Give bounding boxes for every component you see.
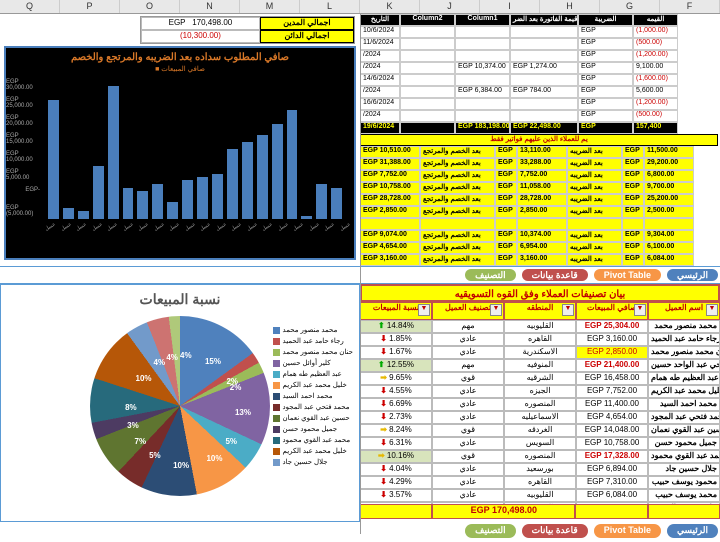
bar-y-axis: EGP 30,000.00EGP 25,000.00EGP 20,000.00E… — [6, 79, 42, 219]
bar-x-axis: عميلعميلعميلعميلعميلعميلعميلعميلعميلعميل… — [44, 219, 354, 251]
totals-box: EGP 170,498.00اجمالي المدين (10,300.00)ا… — [140, 16, 355, 44]
nav-database-2[interactable]: قاعدة بيانات — [522, 524, 588, 538]
bar-series — [44, 79, 346, 219]
filter-dropdown[interactable]: ▼ — [634, 304, 646, 316]
bar-chart-title: صافي المطلوب سداده بعد الضريبه والمرتجع … — [6, 52, 354, 63]
sales-total: EGP 170,498.00 — [432, 504, 575, 519]
filter-dropdown[interactable]: ▼ — [490, 304, 502, 316]
pie-chart[interactable]: نسبة المبيعات 15%2%2%13%5%10%10%5%7%3%8%… — [0, 284, 360, 522]
column-headers: QPONMLKJIHGF — [0, 0, 720, 14]
pie-title: نسبة المبيعات — [1, 291, 359, 308]
nav-classify-2[interactable]: التصنيف — [465, 524, 516, 538]
sales-title: بيان تصنيفات العملاء وفق القوه التسويقيه — [360, 284, 720, 302]
nav-pivot-2[interactable]: Pivot Table — [594, 524, 661, 538]
bar-chart[interactable]: صافي المطلوب سداده بعد الضريبه والمرتجع … — [4, 46, 356, 260]
yellow-section-title: يم للعملاء الذين عليهم فواتير فقط — [360, 134, 718, 146]
data-grid[interactable]: التاريخColumn2Column1قيمة الفاتورة بعد ا… — [360, 14, 720, 266]
filter-dropdown[interactable]: ▼ — [562, 304, 574, 316]
nav-pivot[interactable]: Pivot Table — [594, 269, 661, 281]
filter-dropdown[interactable]: ▼ — [418, 304, 430, 316]
pie-legend: محمد منصور محمدرجاء حامد عبد الحميدحنان … — [273, 325, 353, 468]
sales-columns: نسبة المبيعات▼تصنيف العميل▼المنطقه▼صافي … — [360, 302, 720, 320]
nav-database[interactable]: قاعدة بيانات — [522, 269, 588, 281]
nav-classify[interactable]: التصنيف — [465, 269, 516, 281]
nav-main[interactable]: الرئيسي — [667, 269, 718, 281]
nav-main-2[interactable]: الرئيسي — [667, 524, 718, 538]
filter-dropdown[interactable]: ▼ — [706, 304, 718, 316]
sales-table[interactable]: ⬆ 14.84%مهمالقليوبيهEGP 25,304.00محمد من… — [360, 320, 720, 504]
bar-chart-legend: ■ صافي المبيعات — [6, 65, 354, 73]
